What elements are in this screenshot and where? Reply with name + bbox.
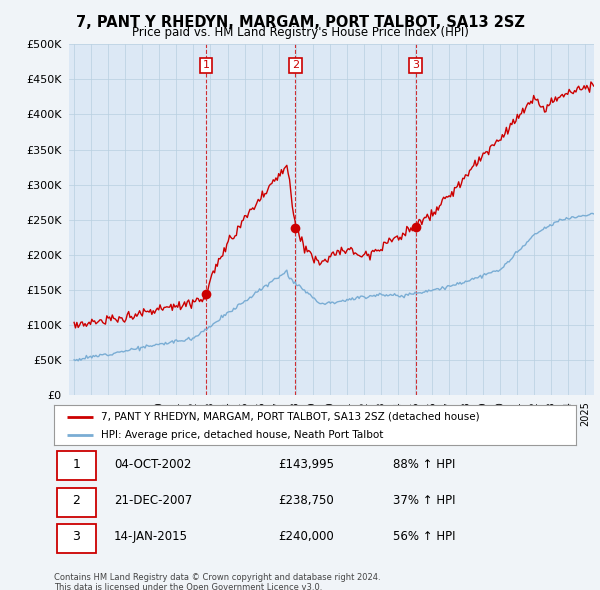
Text: 88% ↑ HPI: 88% ↑ HPI xyxy=(394,458,455,471)
Text: 7, PANT Y RHEDYN, MARGAM, PORT TALBOT, SA13 2SZ (detached house): 7, PANT Y RHEDYN, MARGAM, PORT TALBOT, S… xyxy=(101,412,479,422)
Text: Contains HM Land Registry data © Crown copyright and database right 2024.: Contains HM Land Registry data © Crown c… xyxy=(54,573,380,582)
Text: HPI: Average price, detached house, Neath Port Talbot: HPI: Average price, detached house, Neat… xyxy=(101,431,383,440)
Text: 14-JAN-2015: 14-JAN-2015 xyxy=(114,530,188,543)
Text: 1: 1 xyxy=(73,458,80,471)
Text: £238,750: £238,750 xyxy=(278,494,334,507)
Text: This data is licensed under the Open Government Licence v3.0.: This data is licensed under the Open Gov… xyxy=(54,583,322,590)
Text: 7, PANT Y RHEDYN, MARGAM, PORT TALBOT, SA13 2SZ: 7, PANT Y RHEDYN, MARGAM, PORT TALBOT, S… xyxy=(76,15,524,30)
Text: 56% ↑ HPI: 56% ↑ HPI xyxy=(394,530,456,543)
FancyBboxPatch shape xyxy=(56,451,96,480)
FancyBboxPatch shape xyxy=(56,524,96,553)
Text: £240,000: £240,000 xyxy=(278,530,334,543)
Text: £143,995: £143,995 xyxy=(278,458,334,471)
Text: 1: 1 xyxy=(203,60,210,70)
Text: 3: 3 xyxy=(73,530,80,543)
Text: 2: 2 xyxy=(292,60,299,70)
Text: 37% ↑ HPI: 37% ↑ HPI xyxy=(394,494,456,507)
Text: 3: 3 xyxy=(412,60,419,70)
Text: Price paid vs. HM Land Registry's House Price Index (HPI): Price paid vs. HM Land Registry's House … xyxy=(131,26,469,39)
Text: 2: 2 xyxy=(73,494,80,507)
Text: 04-OCT-2002: 04-OCT-2002 xyxy=(114,458,191,471)
FancyBboxPatch shape xyxy=(56,488,96,517)
Text: 21-DEC-2007: 21-DEC-2007 xyxy=(114,494,192,507)
